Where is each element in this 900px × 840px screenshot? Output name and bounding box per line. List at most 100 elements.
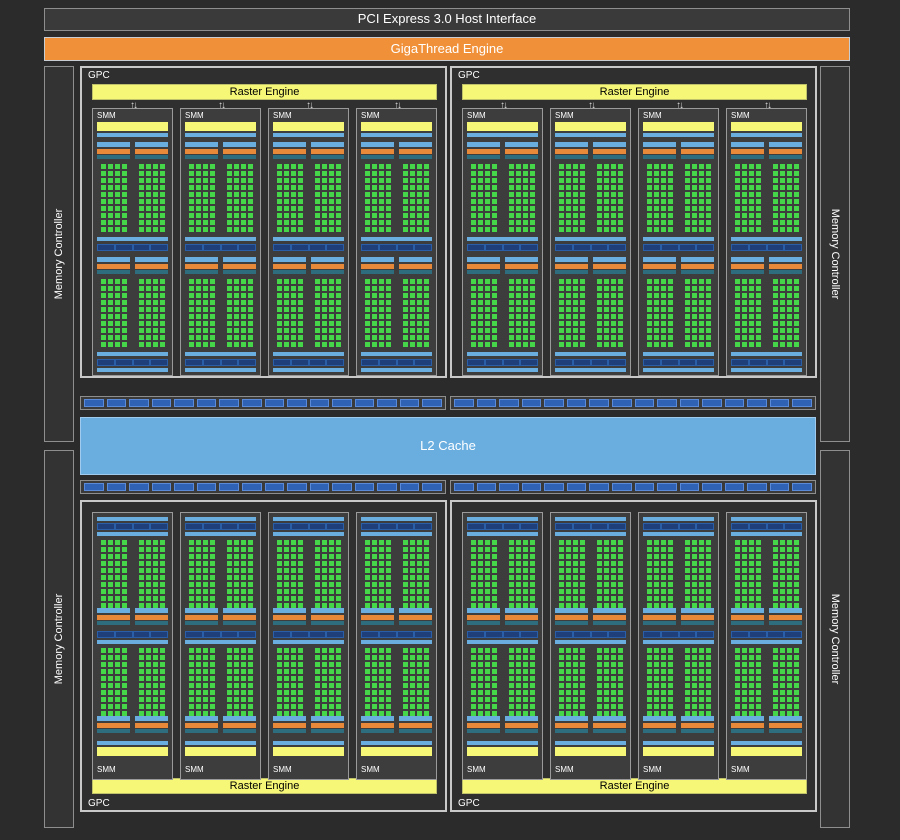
load-store-units: [731, 359, 802, 366]
instruction-buffer: [223, 608, 256, 613]
warp-scheduler: [361, 723, 394, 728]
load-store-units: [643, 523, 714, 530]
dispatch-unit: [97, 270, 130, 274]
texture-cache: [361, 352, 432, 356]
texture-cache: [467, 640, 538, 644]
dispatch-unit: [223, 729, 256, 733]
memory-controller-label: Memory Controller: [829, 208, 841, 300]
warp-scheduler: [223, 264, 256, 269]
dispatch-unit: [643, 621, 676, 625]
cuda-core-grid: [189, 648, 215, 716]
smm-block: SMM: [180, 108, 261, 376]
instruction-buffer: [399, 257, 432, 262]
smm-label: SMM: [731, 765, 750, 774]
shared-memory: [731, 133, 802, 137]
texture-cache: [97, 640, 168, 644]
instruction-buffer: [273, 142, 306, 147]
shared-memory: [185, 133, 256, 137]
tex-units: [467, 517, 538, 521]
crossbar-bottom-left: [80, 480, 446, 494]
smm-label: SMM: [97, 765, 116, 774]
smm-block: SMM: [638, 512, 719, 780]
crossbar-segment: [106, 483, 127, 491]
smm-label: SMM: [273, 111, 292, 120]
instruction-buffer: [555, 257, 588, 262]
smm-label: SMM: [555, 111, 574, 120]
dispatch-unit: [223, 270, 256, 274]
cuda-core-grid: [647, 540, 673, 608]
cuda-core-grid: [597, 279, 623, 347]
crossbar-segment: [84, 483, 104, 491]
dispatch-unit: [135, 729, 168, 733]
instruction-buffer: [223, 257, 256, 262]
crossbar-segment: [657, 483, 677, 491]
smm-block: SMM: [462, 108, 543, 376]
instruction-buffer: [467, 142, 500, 147]
texture-cache: [273, 532, 344, 536]
smm-label: SMM: [185, 111, 204, 120]
instruction-cache: [731, 122, 802, 131]
load-store-units: [555, 523, 626, 530]
tex-units: [731, 368, 802, 372]
cuda-core-grid: [101, 540, 127, 608]
cuda-core-grid: [315, 279, 341, 347]
crossbar-segment: [499, 483, 519, 491]
crossbar-segment: [354, 399, 375, 407]
dispatch-unit: [731, 621, 764, 625]
cuda-core-grid: [509, 279, 535, 347]
dispatch-unit: [311, 155, 344, 159]
warp-scheduler: [185, 264, 218, 269]
smm-label: SMM: [467, 765, 486, 774]
warp-scheduler: [223, 615, 256, 620]
gpc-label: GPC: [88, 70, 110, 81]
shared-memory: [185, 741, 256, 745]
smm-block: SMM: [356, 512, 437, 780]
cuda-core-grid: [315, 540, 341, 608]
load-store-units: [643, 359, 714, 366]
load-store-units: [185, 631, 256, 638]
crossbar-segment: [747, 399, 767, 407]
dispatch-unit: [643, 729, 676, 733]
tex-units: [185, 517, 256, 521]
texture-cache: [643, 640, 714, 644]
bidirectional-arrow-icon: ↑↓: [676, 100, 684, 111]
instruction-buffer: [643, 257, 676, 262]
warp-scheduler: [399, 149, 432, 154]
dispatch-unit: [135, 155, 168, 159]
smm-block: SMM: [726, 512, 807, 780]
instruction-buffer: [399, 142, 432, 147]
cuda-core-grid: [189, 279, 215, 347]
cuda-core-grid: [277, 648, 303, 716]
instruction-buffer: [97, 142, 130, 147]
dispatch-unit: [399, 155, 432, 159]
cuda-core-grid: [315, 164, 341, 232]
crossbar-segment: [566, 399, 587, 407]
load-store-units: [273, 631, 344, 638]
dispatch-unit: [555, 155, 588, 159]
cuda-core-grid: [597, 540, 623, 608]
instruction-buffer: [311, 142, 344, 147]
warp-scheduler: [555, 149, 588, 154]
instruction-buffer: [135, 716, 168, 721]
crossbar-segment: [264, 399, 285, 407]
dispatch-unit: [505, 729, 538, 733]
warp-scheduler: [731, 149, 764, 154]
texture-cache: [185, 237, 256, 241]
warp-scheduler: [681, 615, 714, 620]
shared-memory: [97, 741, 168, 745]
instruction-buffer: [769, 608, 802, 613]
cuda-core-grid: [101, 648, 127, 716]
warp-scheduler: [399, 615, 432, 620]
instruction-buffer: [681, 608, 714, 613]
crossbar-segment: [377, 483, 397, 491]
instruction-buffer: [769, 716, 802, 721]
cuda-core-grid: [227, 648, 253, 716]
dispatch-unit: [97, 621, 130, 625]
texture-cache: [97, 352, 168, 356]
cuda-core-grid: [735, 164, 761, 232]
shared-memory: [273, 133, 344, 137]
dispatch-unit: [769, 155, 802, 159]
crossbar-segment: [544, 483, 564, 491]
instruction-cache: [467, 122, 538, 131]
